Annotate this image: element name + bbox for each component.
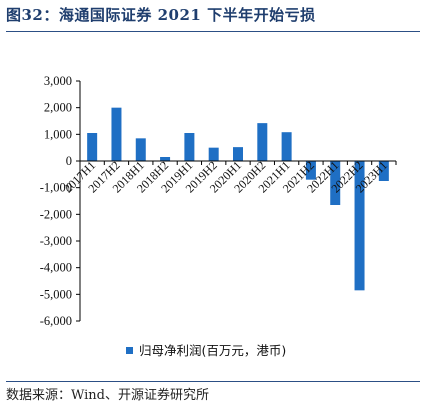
bar-2018H1 xyxy=(135,138,146,161)
y-tick-label: -4,000 xyxy=(40,261,72,275)
y-axis: 3,000 2,000 1,000 0 -1,000 -2,000 -3,000 -4,000… xyxy=(40,74,81,328)
bar-2022H2 xyxy=(354,161,365,291)
legend-label: 归母净利润(百万元，港币) xyxy=(139,343,286,358)
x-axis xyxy=(79,160,397,165)
y-tick-label: -2,000 xyxy=(40,207,72,221)
bar-series xyxy=(87,107,389,291)
bar-2019H1 xyxy=(184,133,195,161)
legend-swatch xyxy=(126,347,133,354)
bar-2019H2 xyxy=(208,147,219,161)
legend: 归母净利润(百万元，港币) xyxy=(126,343,286,358)
y-tick-label: 0 xyxy=(66,154,72,168)
bar-2017H1 xyxy=(87,133,98,161)
y-tick-label: 3,000 xyxy=(44,74,72,88)
bar-2021H2 xyxy=(305,161,316,180)
y-tick-label: -1,000 xyxy=(40,181,72,195)
bar-chart: 3,000 2,000 1,000 0 -1,000 -2,000 -3,000 -4,000… xyxy=(40,74,397,358)
bar-2020H1 xyxy=(233,147,243,161)
y-tick-label: -6,000 xyxy=(40,314,72,328)
chart-title: 图32：海通国际证券 2021 下半年开始亏损 xyxy=(6,6,316,24)
title-rule xyxy=(6,31,420,32)
bar-2023H1 xyxy=(378,161,389,181)
bar-2022H1 xyxy=(330,161,341,205)
y-tick-label: -3,000 xyxy=(40,234,72,248)
bar-2020H2 xyxy=(257,123,268,161)
y-tick-label: 1,000 xyxy=(44,127,72,141)
source-rule xyxy=(6,381,420,382)
bar-2021H1 xyxy=(281,132,292,161)
source-note: 数据来源：Wind、开源证券研究所 xyxy=(6,388,209,403)
y-tick-label: 2,000 xyxy=(44,101,72,115)
bar-2017H2 xyxy=(111,107,122,161)
bar-2018H2 xyxy=(160,157,171,161)
y-tick-label: -5,000 xyxy=(40,287,72,301)
